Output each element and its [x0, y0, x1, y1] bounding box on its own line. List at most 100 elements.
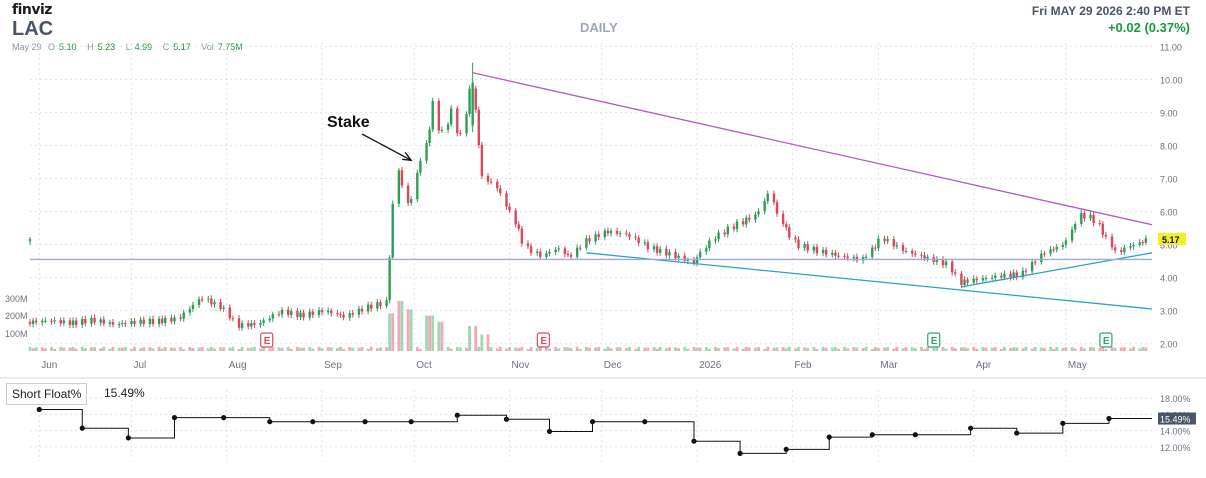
volume-bar — [901, 348, 905, 351]
volume-bar — [80, 346, 84, 351]
candle-body — [834, 252, 837, 256]
volume-bar — [348, 346, 352, 351]
short-float-point — [783, 446, 789, 452]
candle-body — [200, 299, 204, 301]
volume-bar — [465, 347, 468, 351]
volume-bar — [744, 347, 748, 351]
volume-bar — [966, 348, 969, 351]
x-tick-label: Nov — [512, 360, 530, 371]
candle-body — [416, 172, 419, 200]
candle-body — [1138, 242, 1141, 245]
x-tick-label: Oct — [416, 360, 432, 371]
candle-body — [984, 277, 988, 279]
short-float-label[interactable]: Short Float% — [6, 383, 88, 405]
volume-bar — [1052, 348, 1056, 351]
period-label[interactable]: DAILY — [580, 20, 618, 35]
candle-body — [108, 322, 112, 324]
volume-bar — [259, 348, 262, 351]
candle-body — [1092, 214, 1095, 224]
volume-bar — [1070, 347, 1074, 351]
candle-body — [517, 224, 520, 229]
volume-bar — [40, 347, 44, 351]
volume-bar — [1064, 347, 1068, 351]
candle-body — [53, 320, 56, 322]
volume-bar — [784, 348, 788, 351]
volume-bar — [262, 346, 266, 351]
candle-body — [499, 188, 502, 194]
short-float-point — [737, 450, 743, 456]
volume-bar — [474, 326, 478, 351]
volume-bar — [71, 346, 75, 351]
earnings-marker-label: E — [1103, 336, 1110, 347]
volume-bar — [446, 346, 450, 351]
short-float-point — [171, 415, 178, 421]
volume-bar — [535, 347, 539, 351]
candle-body — [456, 108, 459, 134]
volume-bar — [707, 348, 711, 351]
candle-body — [874, 247, 877, 249]
candle-body — [330, 310, 333, 314]
candle-body — [557, 248, 560, 250]
candle-body — [994, 275, 997, 278]
candle-body — [489, 181, 493, 183]
candle-body — [400, 170, 404, 186]
candle-body — [944, 261, 948, 266]
ohlc-volume: Vol 7.75M — [201, 42, 243, 52]
candle-body — [1098, 223, 1101, 225]
volume-bar — [219, 347, 222, 351]
volume-bar — [517, 347, 521, 351]
volume-bar — [797, 347, 800, 351]
short-float-point — [826, 434, 832, 440]
candle-body — [585, 238, 588, 248]
candle-body — [529, 246, 533, 253]
candle-body — [406, 185, 410, 203]
candle-body — [173, 317, 176, 322]
volume-bar — [1104, 348, 1108, 351]
candle-body — [539, 251, 542, 257]
last-price-tag — [1158, 232, 1186, 245]
candle-body — [972, 278, 975, 283]
volume-bar — [821, 346, 825, 351]
ohlc-date: May 29 — [12, 42, 42, 52]
candle-body — [290, 310, 293, 315]
volume-bar — [1039, 347, 1043, 351]
candle-body — [775, 202, 779, 214]
candle-body — [240, 323, 244, 328]
candle-body — [366, 304, 370, 312]
volume-bar — [1122, 347, 1126, 351]
candle-body — [772, 193, 776, 203]
volume-bar — [458, 347, 462, 351]
candle-body — [1012, 272, 1015, 278]
x-tick-label: Apr — [976, 360, 992, 371]
candle-body — [299, 312, 302, 318]
volume-bar — [855, 347, 859, 351]
volume-bar — [228, 347, 232, 351]
candle-body — [1113, 247, 1117, 251]
volume-bar — [833, 347, 837, 351]
ohlc-close: C 5.17 — [162, 42, 191, 52]
y-tick-label: 7.00 — [1160, 174, 1178, 184]
volume-bar — [837, 348, 840, 351]
volume-bar — [667, 347, 671, 351]
candle-body — [222, 307, 225, 309]
volume-bar — [1092, 347, 1095, 351]
candle-body — [754, 214, 757, 220]
volume-bar — [170, 347, 173, 351]
candle-body — [397, 170, 401, 204]
candle-body — [296, 310, 299, 318]
candle-body — [480, 145, 484, 176]
volume-bar — [557, 348, 561, 351]
candle-body — [339, 314, 342, 316]
volume-bar — [375, 348, 379, 351]
finviz-logo[interactable]: finviz — [12, 2, 52, 18]
candle-body — [1033, 261, 1037, 263]
candle-body — [812, 246, 816, 251]
candle-body — [465, 114, 468, 134]
volume-bar — [249, 347, 253, 351]
short-float-point — [36, 406, 42, 413]
volume-bar — [741, 348, 745, 351]
volume-bar — [714, 346, 717, 351]
volume-bar — [864, 346, 868, 351]
candle-body — [74, 320, 78, 325]
